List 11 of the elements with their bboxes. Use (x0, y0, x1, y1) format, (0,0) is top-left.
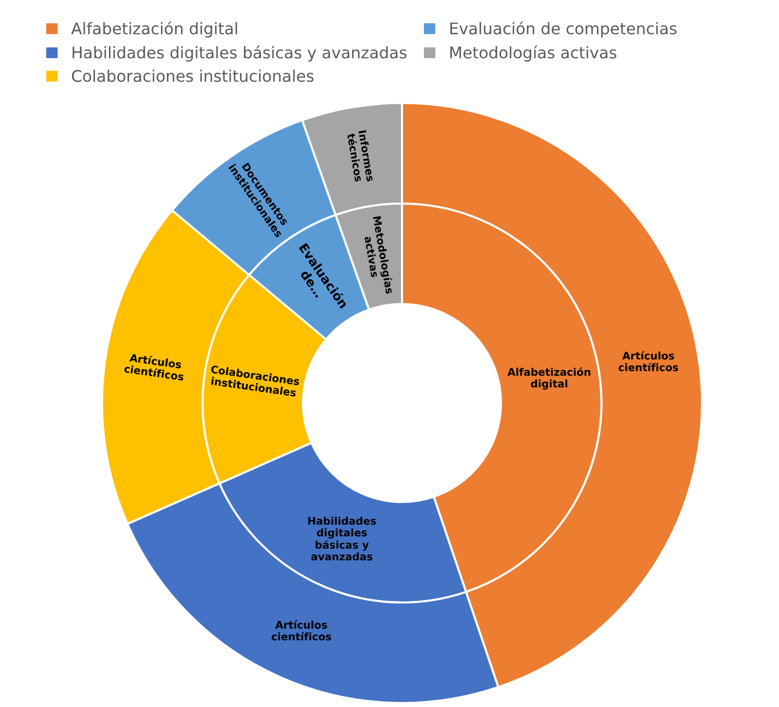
text: Artículos científicos (618, 351, 678, 372)
legend-label: Metodologías activas (450, 46, 616, 62)
text: Artículos científicos (124, 354, 184, 381)
text: Artículos científicos (272, 620, 332, 640)
slice-label: Habilidades digitales básicas y avanzadas (308, 516, 376, 560)
legend-label: Habilidades digitales básicas y avanzadas (72, 46, 406, 62)
legend-label: Colaboraciones institucionales (72, 70, 314, 82)
text: Informes técnicos (347, 130, 373, 182)
legend-label: Alfabetización digital (71, 21, 238, 38)
legend-label: Evaluación de competencias (450, 21, 677, 38)
slice-label: Alfabetización digital (507, 367, 590, 390)
